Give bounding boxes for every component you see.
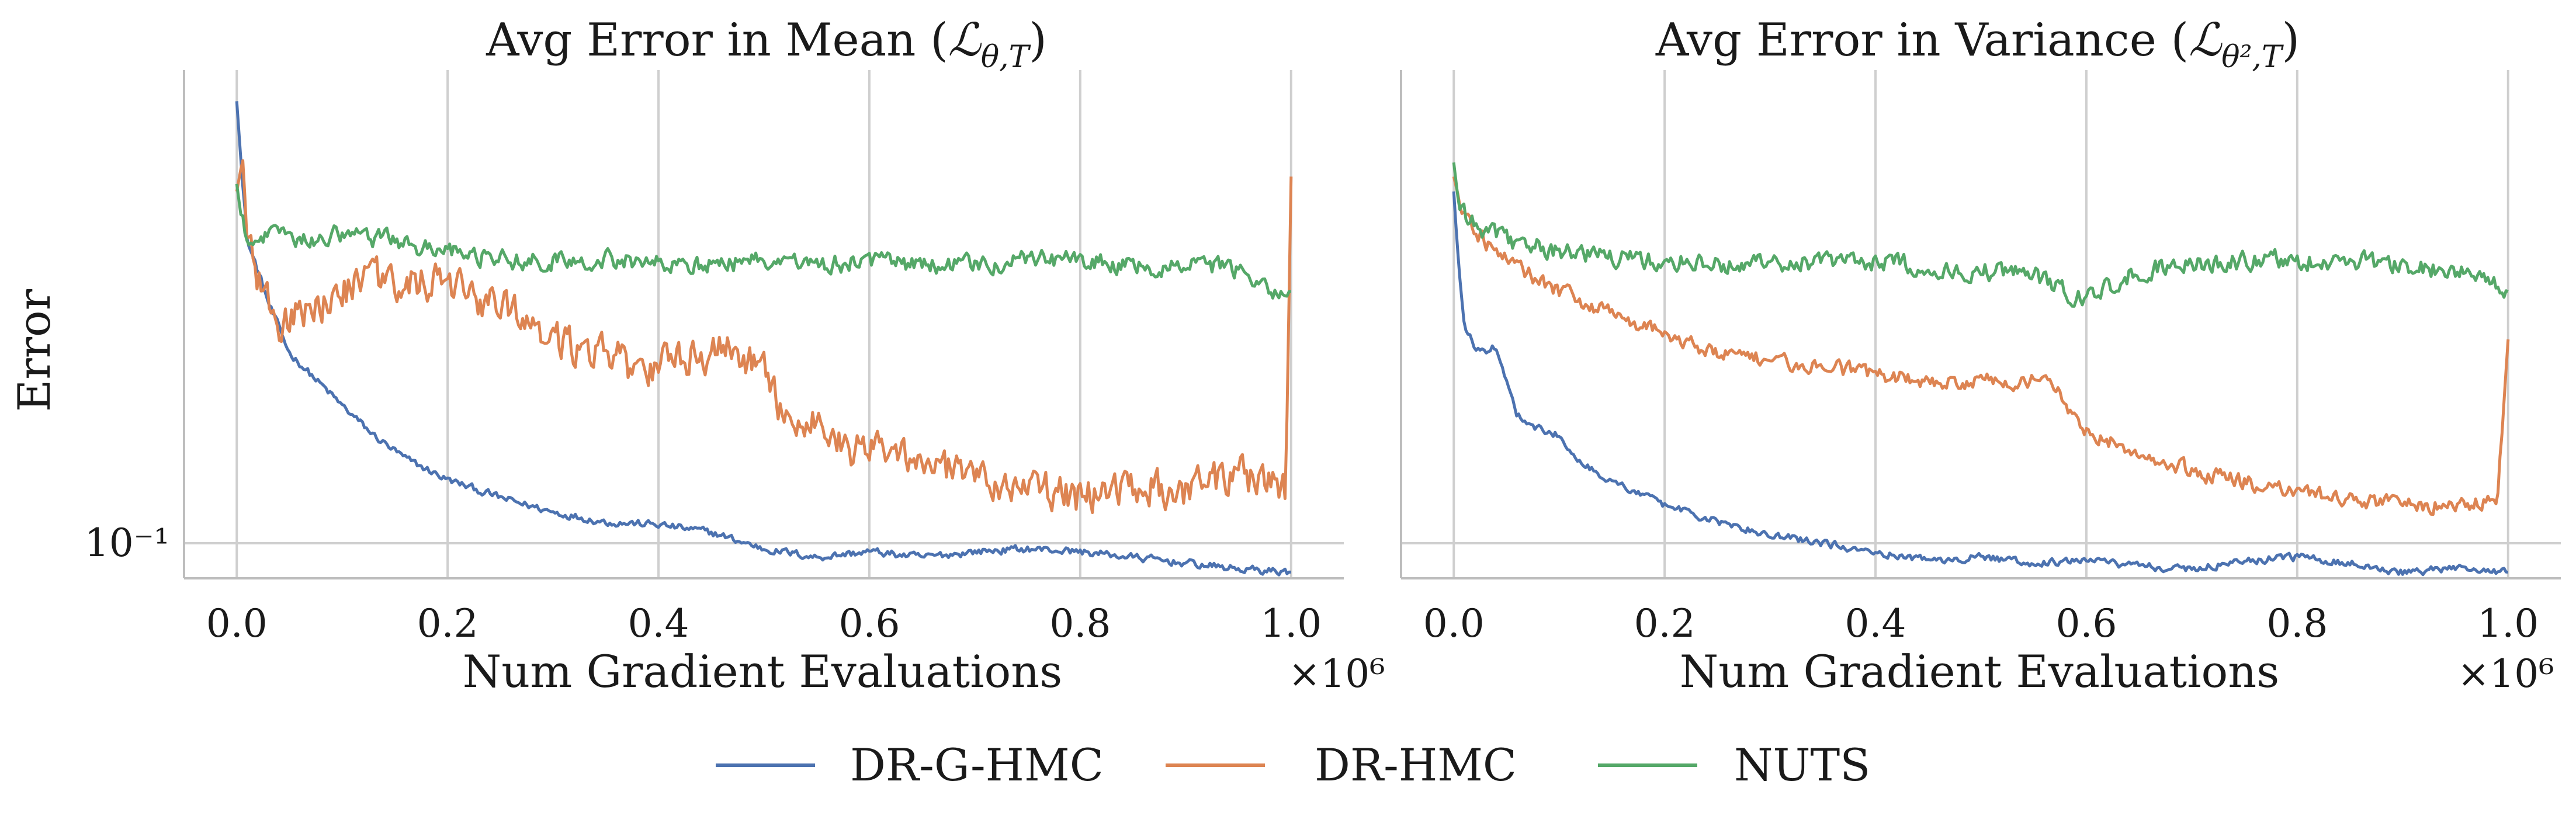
x-tick-label: 1.0 xyxy=(1260,601,1322,646)
series-line-dr-g-hmc xyxy=(1452,191,2508,577)
gridlines xyxy=(1401,70,2561,578)
panel-title: Avg Error in Mean (ℒθ,T) xyxy=(486,14,1047,75)
x-axis-label: Num Gradient Evaluations xyxy=(463,645,1062,697)
y-tick-labels: 10⁻¹ xyxy=(85,520,169,565)
x-tick-label: 0.0 xyxy=(206,601,268,646)
panel-title: Avg Error in Variance (ℒθ²,T) xyxy=(1655,14,2300,75)
gridlines xyxy=(184,70,1344,578)
series-lines xyxy=(235,101,1293,577)
x-tick-label: 0.6 xyxy=(2055,601,2117,646)
series-line-nuts xyxy=(235,183,1291,300)
x-tick-label: 1.0 xyxy=(2477,601,2539,646)
x-tick-labels: 0.0 0.2 0.4 0.6 0.8 1.0 xyxy=(206,601,1322,646)
x-tick-label: 0.0 xyxy=(1423,601,1485,646)
x-tick-label: 0.4 xyxy=(1845,601,1906,646)
x-tick-label: 0.2 xyxy=(417,601,479,646)
legend-label: NUTS xyxy=(1734,739,1870,791)
series-line-dr-hmc xyxy=(1452,176,2510,516)
x-tick-label: 0.8 xyxy=(1049,601,1111,646)
legend-entry-dr-g-hmc: DR-G-HMC xyxy=(716,739,1104,791)
x-scale-note: ×10⁶ xyxy=(2457,651,2554,696)
series-line-dr-hmc xyxy=(235,159,1293,514)
legend-entry-dr-hmc: DR-HMC xyxy=(1166,739,1517,791)
x-tick-label: 0.2 xyxy=(1634,601,1696,646)
legend-label: DR-HMC xyxy=(1315,739,1517,791)
y-tick-label: 10⁻¹ xyxy=(85,520,169,565)
legend: DR-G-HMC DR-HMC NUTS xyxy=(716,739,1870,791)
x-scale-note: ×10⁶ xyxy=(1288,651,1385,696)
legend-entry-nuts: NUTS xyxy=(1598,739,1870,791)
legend-label: DR-G-HMC xyxy=(850,739,1104,791)
x-tick-label: 0.8 xyxy=(2266,601,2328,646)
series-lines xyxy=(1452,162,2510,577)
y-axis-label: Error xyxy=(8,289,60,412)
series-line-dr-g-hmc xyxy=(235,101,1291,577)
panel-variance-error: 0.0 0.2 0.4 0.6 0.8 1.0 Avg Error in Variance… xyxy=(1400,14,2561,697)
x-tick-labels: 0.0 0.2 0.4 0.6 0.8 1.0 xyxy=(1423,601,2539,646)
x-tick-label: 0.4 xyxy=(628,601,689,646)
series-line-nuts xyxy=(1452,162,2509,308)
x-axis-label: Num Gradient Evaluations xyxy=(1680,645,2279,697)
panel-mean-error: 0.0 0.2 0.4 0.6 0.8 1.0 10⁻¹ Avg Error in Mea… xyxy=(8,14,1385,697)
x-tick-label: 0.6 xyxy=(838,601,900,646)
